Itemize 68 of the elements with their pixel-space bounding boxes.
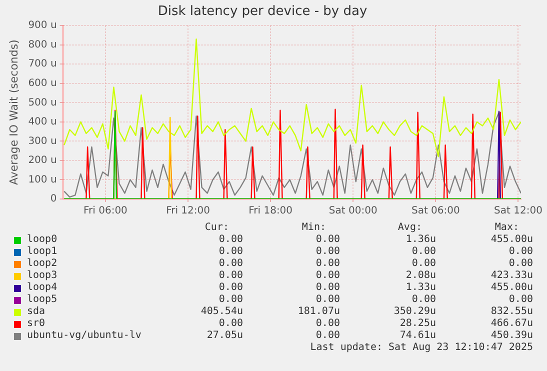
x-tick-label: Fri 18:00 [248, 206, 293, 217]
text: 0.00 [314, 330, 340, 342]
text: 0.00 [314, 258, 340, 270]
text: Min: [300, 222, 327, 234]
text: 423.33u [490, 270, 533, 282]
text: 455.00u [490, 234, 533, 246]
text: Avg: [396, 222, 423, 234]
legend-label: loop2 [27, 258, 58, 270]
text: 181.07u [296, 306, 340, 318]
y-axis-title: Average IO Wait (seconds) [7, 40, 20, 185]
legend-label: loop0 [27, 234, 58, 246]
text: 1.33u [404, 282, 436, 294]
x-tick-label: Sat 00:00 [328, 206, 378, 217]
text: 0.00 [314, 282, 340, 294]
text: 0.00 [218, 234, 243, 246]
legend-label: loop4 [27, 282, 58, 294]
text: 0.00 [314, 294, 340, 306]
text: Last update: Sat Aug 23 12:10:47 2025 [309, 342, 533, 354]
text: 0.00 [314, 318, 340, 330]
text: 74.61u [398, 330, 436, 342]
x-tick-label: Sat 06:00 [411, 206, 460, 217]
text: 0.00 [218, 318, 243, 330]
y-tick-label: 0 [50, 194, 57, 205]
text: 405.54u [200, 306, 243, 318]
text: 0.00 [410, 258, 436, 270]
text: 0.00 [218, 246, 243, 258]
text: 0.00 [218, 282, 243, 294]
text: 0.00 [314, 270, 340, 282]
y-tick-label: 400 u [28, 116, 57, 128]
text: 0.00 [218, 258, 243, 270]
text: 1.36u [404, 234, 436, 246]
text: 28.25u [398, 318, 436, 330]
text: 0.00 [314, 234, 340, 246]
chart-title: Disk latency per device - by day [158, 4, 368, 20]
text: 0.00 [508, 246, 533, 258]
text: 0.00 [410, 294, 436, 306]
text: 350.29u [392, 306, 436, 318]
y-tick-label: 200 u [28, 155, 57, 166]
y-tick-label: 800 u [28, 39, 57, 50]
text: 0.00 [508, 294, 533, 306]
y-tick-label: 600 u [28, 78, 57, 89]
legend-label: ubuntu-vg/ubuntu-lv [27, 330, 142, 342]
text: 0.00 [410, 246, 436, 258]
y-tick-label: 700 u [28, 58, 57, 70]
text: Cur: [204, 222, 230, 234]
x-tick-label: Sat 12:00 [494, 206, 542, 217]
legend-label: loop5 [27, 294, 58, 306]
text: 0.00 [218, 294, 243, 306]
text: 450.39u [490, 330, 533, 342]
text: 0.00 [508, 258, 533, 270]
y-tick-label: 500 u [28, 97, 57, 108]
text: 0.00 [314, 246, 340, 258]
y-tick-label: 900 u [28, 20, 57, 32]
text: 455.00u [490, 282, 533, 294]
legend-label: sr0 [27, 318, 46, 330]
text: Max: [494, 222, 520, 234]
text: 832.55u [490, 306, 533, 318]
text: 466.67u [490, 318, 533, 330]
y-tick-label: 100 u [28, 174, 57, 186]
y-tick-label: 300 u [28, 136, 57, 147]
legend-label: loop1 [27, 246, 58, 258]
x-tick-label: Fri 12:00 [166, 206, 210, 217]
text: 2.08u [404, 270, 436, 282]
x-tick-label: Fri 06:00 [84, 206, 128, 217]
legend-label: loop3 [27, 270, 58, 282]
text: 27.05u [206, 330, 243, 342]
text: 0.00 [218, 270, 243, 282]
legend-label: sda [27, 306, 46, 318]
